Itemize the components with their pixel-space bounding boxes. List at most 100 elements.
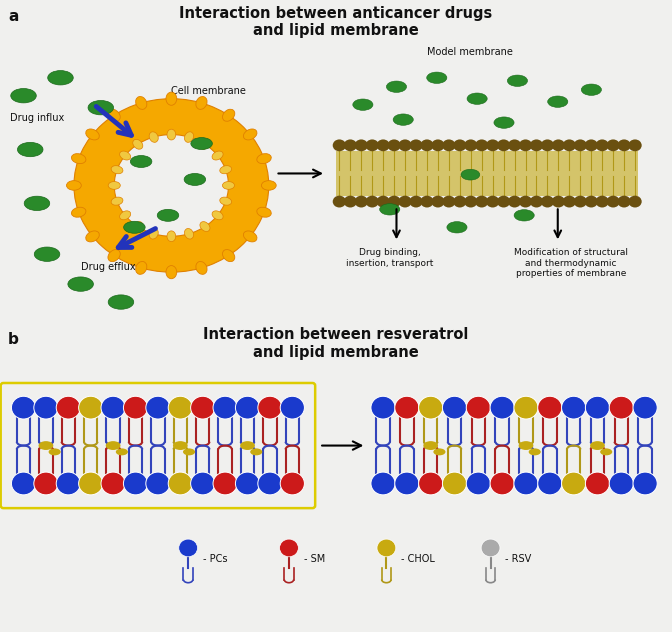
Circle shape (191, 472, 215, 495)
Ellipse shape (108, 181, 120, 190)
Ellipse shape (166, 265, 177, 279)
Ellipse shape (157, 209, 179, 221)
Ellipse shape (173, 441, 187, 450)
Circle shape (628, 140, 642, 151)
Circle shape (475, 140, 489, 151)
Circle shape (595, 196, 609, 207)
Ellipse shape (48, 71, 73, 85)
Circle shape (552, 196, 565, 207)
Ellipse shape (108, 295, 134, 309)
Text: - CHOL: - CHOL (401, 554, 435, 564)
Circle shape (420, 196, 433, 207)
Circle shape (514, 472, 538, 495)
Circle shape (475, 196, 489, 207)
Circle shape (280, 396, 304, 419)
Ellipse shape (136, 262, 147, 274)
Ellipse shape (447, 222, 467, 233)
Ellipse shape (250, 449, 262, 455)
Circle shape (409, 140, 423, 151)
Circle shape (562, 140, 576, 151)
Circle shape (618, 196, 631, 207)
Text: Modification of structural
and thermodynamic
properties of membrane: Modification of structural and thermodyn… (514, 248, 628, 278)
Circle shape (541, 196, 554, 207)
Circle shape (343, 140, 357, 151)
Ellipse shape (184, 132, 194, 142)
Circle shape (508, 140, 521, 151)
Circle shape (280, 539, 298, 557)
Text: - SM: - SM (304, 554, 325, 564)
Ellipse shape (380, 204, 400, 215)
Ellipse shape (191, 138, 212, 150)
Ellipse shape (590, 441, 605, 450)
Circle shape (419, 396, 443, 419)
Circle shape (79, 396, 103, 419)
Ellipse shape (222, 109, 235, 121)
Circle shape (585, 196, 598, 207)
Ellipse shape (71, 207, 86, 217)
Ellipse shape (167, 231, 175, 241)
Circle shape (235, 396, 259, 419)
Circle shape (633, 396, 657, 419)
Circle shape (11, 396, 36, 419)
Circle shape (464, 196, 477, 207)
Ellipse shape (222, 181, 235, 190)
Circle shape (595, 140, 609, 151)
Circle shape (366, 196, 379, 207)
Text: Drug binding,
insertion, transport: Drug binding, insertion, transport (346, 248, 433, 267)
Text: - PCs: - PCs (203, 554, 227, 564)
Circle shape (530, 196, 543, 207)
Ellipse shape (130, 155, 152, 167)
Ellipse shape (88, 100, 114, 115)
Circle shape (333, 196, 346, 207)
Circle shape (377, 539, 396, 557)
Ellipse shape (24, 196, 50, 210)
Circle shape (574, 196, 587, 207)
Circle shape (552, 140, 565, 151)
Circle shape (607, 140, 620, 151)
Circle shape (431, 140, 445, 151)
Circle shape (124, 396, 148, 419)
Ellipse shape (11, 88, 36, 103)
Circle shape (453, 140, 466, 151)
Circle shape (585, 140, 598, 151)
Bar (336, 173, 638, 196)
Ellipse shape (68, 277, 93, 291)
Ellipse shape (427, 72, 447, 83)
Ellipse shape (120, 151, 130, 160)
Circle shape (56, 396, 81, 419)
Circle shape (258, 396, 282, 419)
Circle shape (466, 396, 491, 419)
Circle shape (371, 472, 395, 495)
Circle shape (486, 196, 499, 207)
Ellipse shape (548, 96, 568, 107)
Circle shape (514, 396, 538, 419)
Text: - RSV: - RSV (505, 554, 532, 564)
Circle shape (607, 196, 620, 207)
Circle shape (34, 472, 58, 495)
Ellipse shape (243, 231, 257, 242)
Text: Interaction between anticancer drugs
and lipid membrane: Interaction between anticancer drugs and… (179, 6, 493, 39)
Ellipse shape (111, 197, 123, 205)
Circle shape (481, 539, 500, 557)
Circle shape (610, 472, 634, 495)
Ellipse shape (257, 207, 271, 217)
Ellipse shape (149, 229, 159, 239)
Ellipse shape (467, 93, 487, 104)
Circle shape (168, 396, 192, 419)
Ellipse shape (111, 166, 123, 174)
Circle shape (388, 140, 401, 151)
Circle shape (11, 472, 36, 495)
Text: Drug efflux: Drug efflux (81, 262, 135, 272)
Text: b: b (8, 332, 19, 347)
Ellipse shape (200, 222, 210, 231)
Circle shape (574, 140, 587, 151)
Circle shape (79, 472, 103, 495)
Circle shape (431, 196, 445, 207)
Circle shape (409, 196, 423, 207)
Ellipse shape (423, 441, 438, 450)
Circle shape (464, 140, 477, 151)
Circle shape (585, 396, 610, 419)
Circle shape (394, 472, 419, 495)
Circle shape (398, 140, 412, 151)
Ellipse shape (257, 154, 271, 164)
